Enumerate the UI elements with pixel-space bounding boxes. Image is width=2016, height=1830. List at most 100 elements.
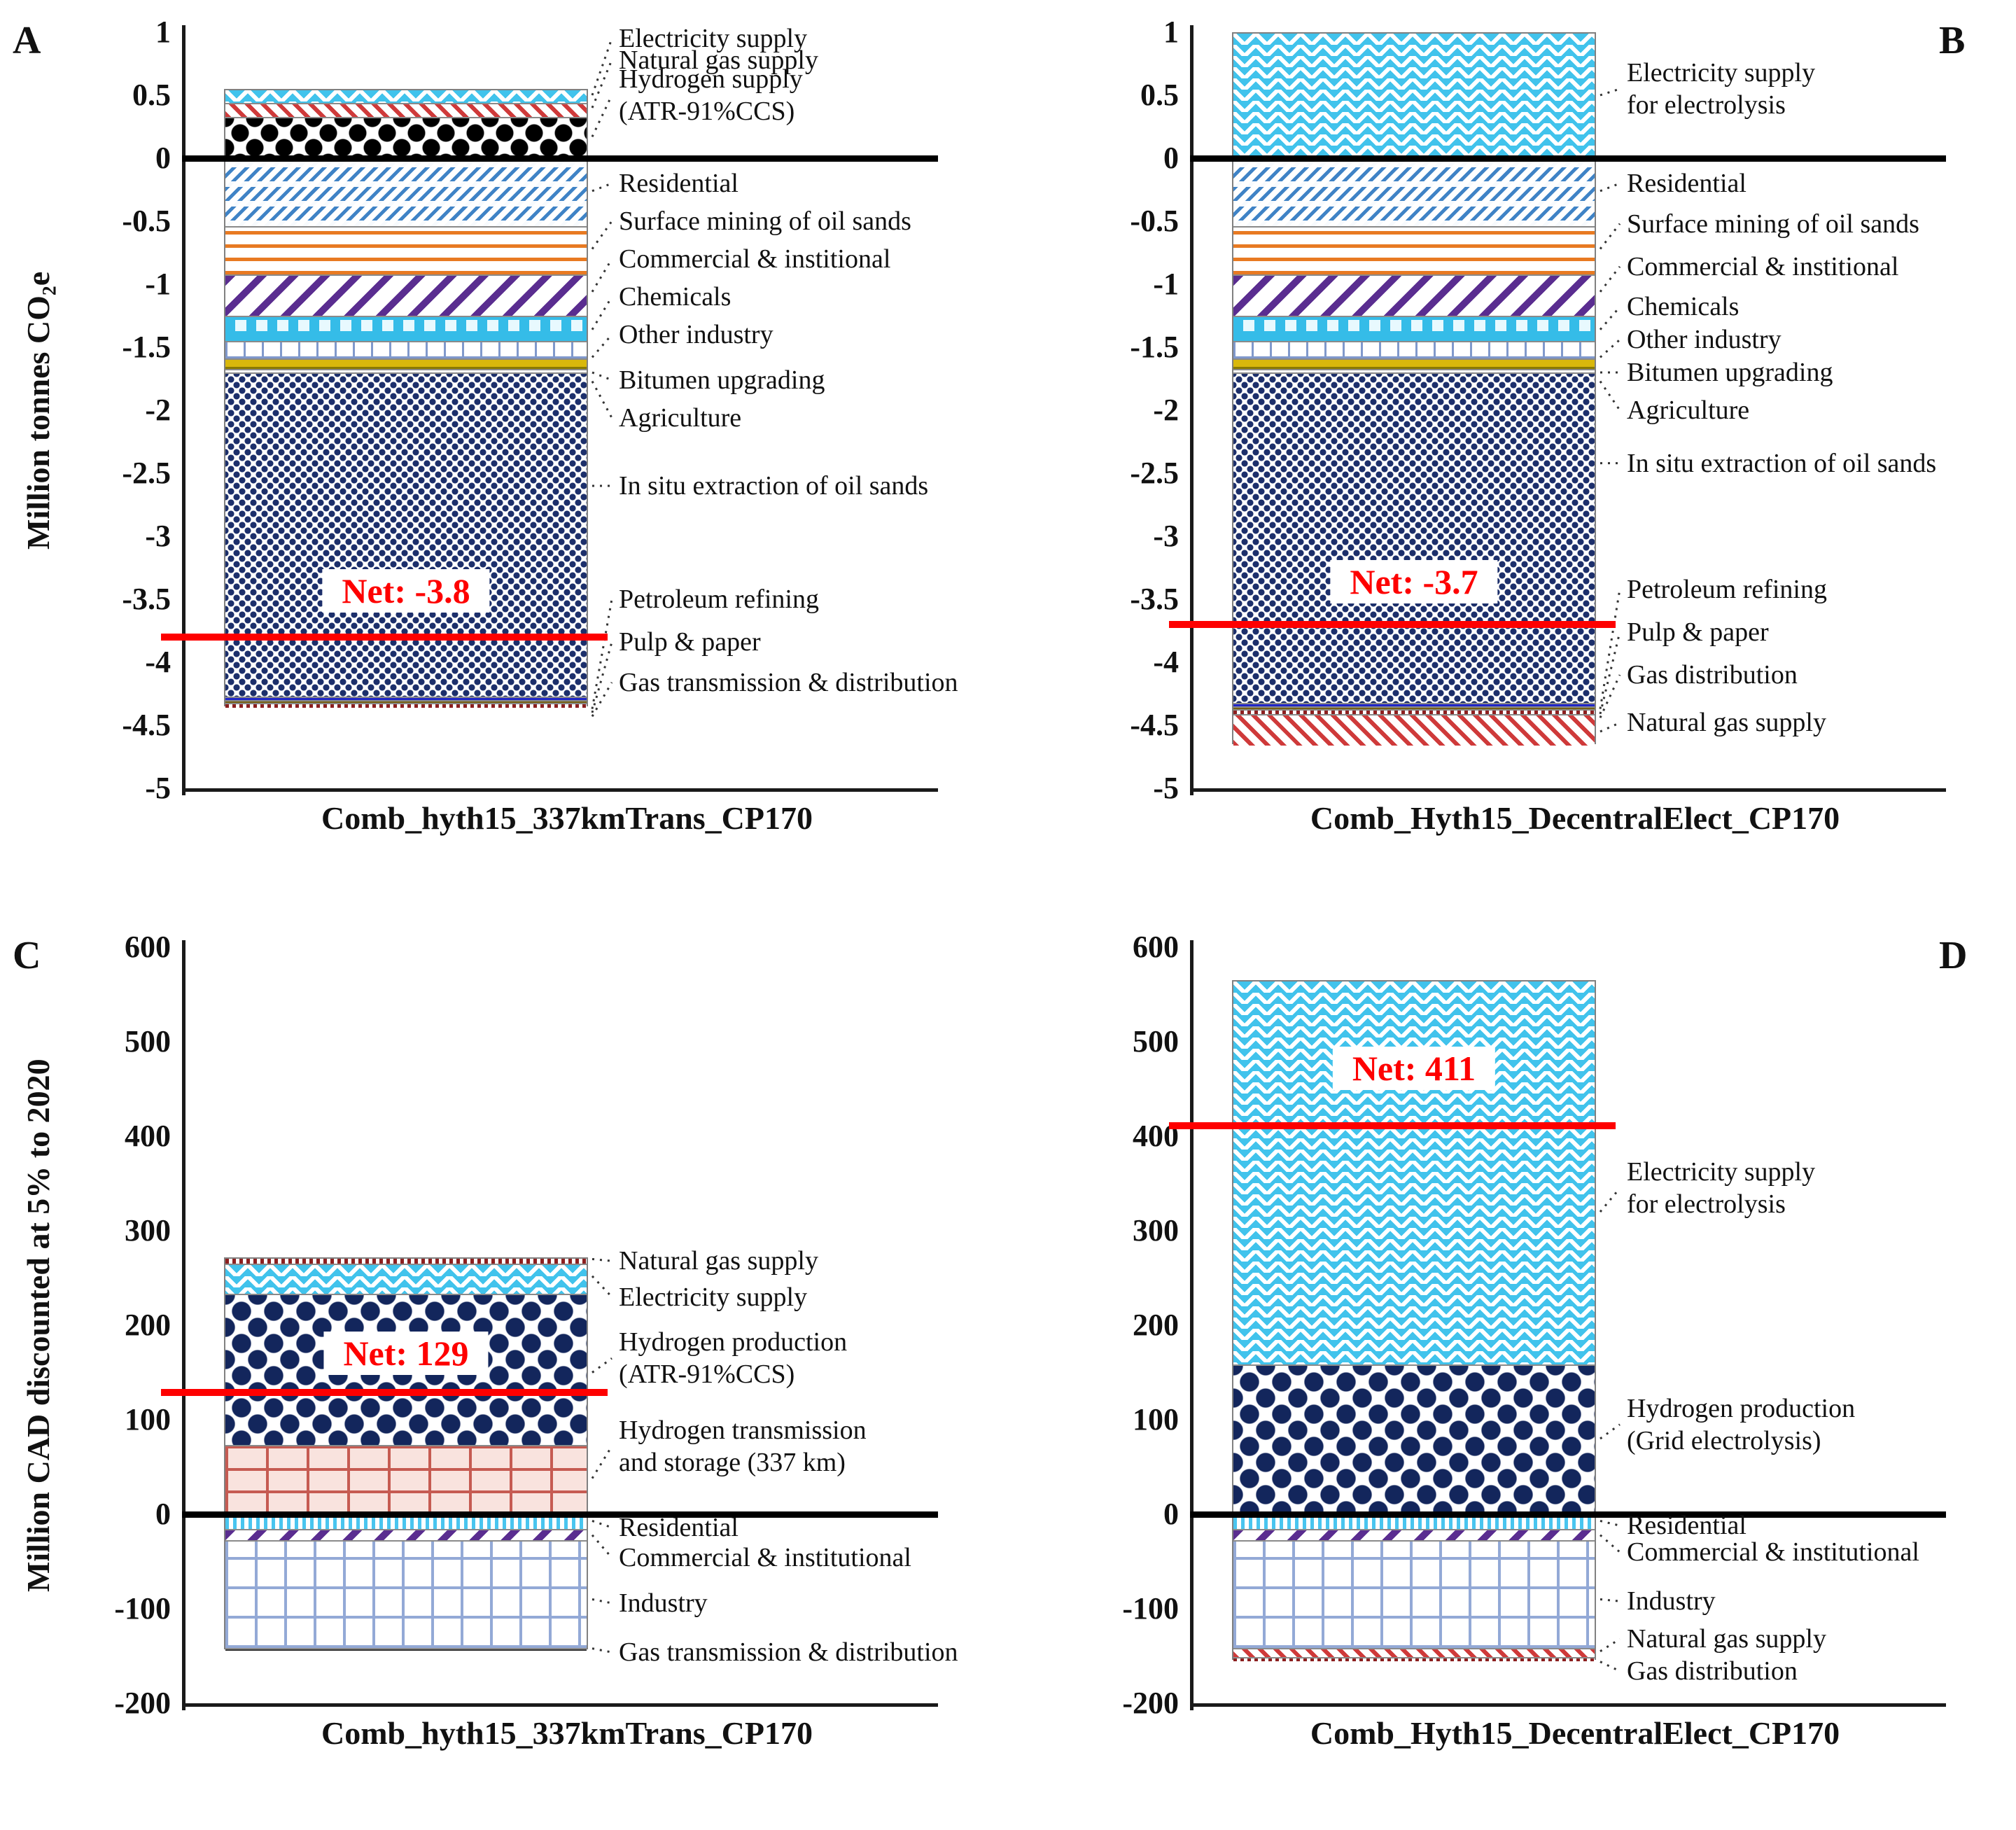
- y-tick-label: -1: [1153, 267, 1179, 301]
- label-line: (Grid electrolysis): [1627, 1425, 1821, 1455]
- x-axis-category-label: Comb_Hyth15_DecentralElect_CP170: [1310, 1715, 1840, 1751]
- label-line: for electrolysis: [1627, 90, 1786, 120]
- y-tick-label: -0.5: [1130, 204, 1179, 238]
- label-line: Residential: [1627, 1511, 1746, 1541]
- net-value-label: Net: -3.7: [1330, 560, 1498, 604]
- y-tick-label: 500: [1133, 1024, 1179, 1059]
- label-line: Natural gas supply: [1627, 708, 1826, 738]
- label-line: Hydrogen production: [619, 1327, 848, 1357]
- y-tick-label: 500: [125, 1024, 171, 1059]
- segment-label-residential: Residential: [1627, 167, 1746, 200]
- y-tick-label: -1.5: [1130, 330, 1179, 364]
- label-line: Gas transmission & distribution: [619, 667, 958, 697]
- net-value-label: Net: 129: [323, 1332, 489, 1376]
- zero-line: [182, 1511, 938, 1518]
- segment-label-agriculture: Agriculture: [1627, 394, 1749, 426]
- label-line: Agriculture: [619, 403, 742, 433]
- stacked-bar: [224, 89, 588, 708]
- y-tick-label: -2: [1153, 393, 1179, 427]
- y-tick-label: -0.5: [122, 204, 171, 238]
- y-axis-line: [182, 940, 186, 1710]
- y-tick-label: 300: [1133, 1213, 1179, 1248]
- label-line: In situ extraction of oil sands: [1627, 448, 1937, 478]
- label-line: Gas transmission & distribution: [619, 1637, 958, 1668]
- zero-line: [1190, 1511, 1946, 1518]
- segment-label-electricity-supply: Electricity supply: [619, 1281, 807, 1313]
- bar-segment-commercial-institional: [225, 274, 587, 316]
- label-line: Residential: [619, 1512, 738, 1542]
- segment-label-surface-mining-of-oil-sands: Surface mining of oil sands: [619, 205, 911, 237]
- bar-segment-gas-transmission-distribution: [225, 702, 587, 708]
- label-line: Commercial & institutional: [619, 1543, 911, 1573]
- bar-segment-electricity-supply: [225, 1263, 587, 1294]
- x-axis-line: [182, 788, 938, 792]
- y-tick-label: -2: [145, 393, 171, 427]
- stacked-bar: [1232, 980, 1596, 1661]
- net-line: [161, 634, 608, 641]
- label-line: Bitumen upgrading: [619, 365, 825, 395]
- segment-label-natural-gas-supply: Natural gas supply: [619, 44, 818, 76]
- segment-label-other-industry: Other industry: [619, 319, 774, 351]
- bar-segment-commercial-institutional: [1233, 1528, 1595, 1541]
- bar-segment-natural-gas-supply: [225, 1258, 587, 1264]
- y-tick-label: 300: [125, 1213, 171, 1248]
- bar-segment-other-industry: [1233, 341, 1595, 359]
- bar-segment-industry: [1233, 1540, 1595, 1648]
- bar-segment-electricity-supply-for-electrolysis: [1233, 34, 1595, 160]
- segment-label-hydrogen-production-grid-electrolysis: Hydrogen production (Grid electrolysis): [1627, 1392, 1855, 1457]
- label-line: Chemicals: [619, 282, 732, 312]
- y-tick-label: -3.5: [122, 582, 171, 616]
- label-line: Industry: [619, 1588, 708, 1618]
- segment-label-in-situ-extraction-of-oil-sands: In situ extraction of oil sands: [1627, 447, 1936, 480]
- bar-segment-natural-gas-supply: [225, 103, 587, 117]
- y-axis-line: [182, 25, 186, 795]
- label-line: for electrolysis: [1627, 1189, 1786, 1220]
- x-axis-line: [1190, 788, 1946, 792]
- label-line: Commercial & institional: [1627, 251, 1899, 281]
- x-axis-category-label: Comb_Hyth15_DecentralElect_CP170: [1310, 800, 1840, 836]
- segment-label-industry: Industry: [1627, 1585, 1716, 1617]
- segment-label-chemicals: Chemicals: [619, 281, 731, 313]
- segment-label-industry: Industry: [619, 1587, 708, 1619]
- y-tick-label: -200: [1122, 1686, 1179, 1720]
- segment-label-natural-gas-supply: Natural gas supply: [1627, 706, 1826, 739]
- bar-segment-petroleum-refining: [1233, 702, 1595, 707]
- label-line: Surface mining of oil sands: [619, 207, 911, 236]
- bar-segment-bitumen-upgrading: [1233, 358, 1595, 369]
- label-line: Gas distribution: [1627, 660, 1798, 690]
- label-line: (ATR-91%CCS): [619, 1360, 795, 1390]
- y-tick-label: 100: [1133, 1402, 1179, 1437]
- y-tick-label: -3: [1153, 519, 1179, 553]
- y-axis-line: [1190, 940, 1194, 1710]
- y-tick-label: -3.5: [1130, 582, 1179, 616]
- bar-segment-natural-gas-supply: [1233, 1647, 1595, 1658]
- segment-label-agriculture: Agriculture: [619, 402, 741, 434]
- y-tick-label: 100: [125, 1402, 171, 1437]
- label-line: and storage (337 km): [619, 1447, 846, 1477]
- y-tick-label: -4.5: [1130, 708, 1179, 742]
- label-line: Surface mining of oil sands: [1627, 209, 1919, 239]
- label-line: Chemicals: [1627, 292, 1740, 322]
- panel-A: A Million tonnes CO₂e 1 0.5 0 -0.5 -1 -1.5 -2 -2.…: [0, 0, 1008, 915]
- y-tick-label: -5: [1153, 771, 1179, 805]
- segment-label-commercial-institional: Commercial & institional: [1627, 251, 1898, 283]
- y-axis-line: [1190, 25, 1194, 795]
- stacked-bar: [224, 1257, 588, 1651]
- y-tick-label: -2.5: [122, 456, 171, 490]
- segment-label-commercial-institutional: Commercial & institutional: [1627, 1536, 1919, 1568]
- bar-segment-residential: [1233, 160, 1595, 227]
- bar-segment-pulp-paper: [1233, 706, 1595, 709]
- y-tick-label: 400: [125, 1119, 171, 1153]
- y-tick-label: 600: [125, 930, 171, 964]
- y-tick-label: 0.5: [132, 78, 171, 112]
- bar-segment-hydrogen-production-grid-electrolysis: [1233, 1364, 1595, 1516]
- label-line: In situ extraction of oil sands: [619, 471, 929, 501]
- bar-segment-chemicals: [225, 316, 587, 342]
- bar-segment-hydrogen-supply-atr-91-ccs: [225, 116, 587, 160]
- label-line: (ATR-91%CCS): [619, 97, 795, 126]
- bar-segment-other-industry: [225, 341, 587, 359]
- y-tick-label: -100: [114, 1591, 171, 1626]
- label-line: Residential: [1627, 169, 1746, 198]
- label-line: Industry: [1627, 1586, 1716, 1616]
- label-line: Natural gas supply: [1627, 1624, 1826, 1654]
